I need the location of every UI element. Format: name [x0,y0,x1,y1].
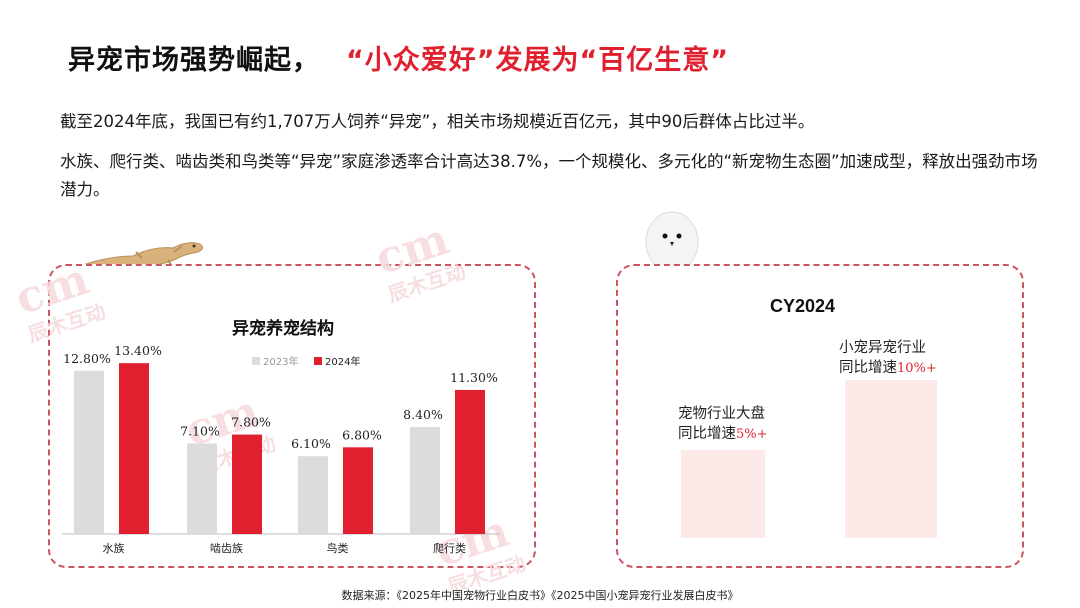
data-label-鸟类-2024年: 6.80% [342,427,382,442]
niche-pet-growth-value: 10%+ [897,361,937,376]
intro-paragraph-2: 水族、爬行类、啮齿类和鸟类等“异宠”家庭渗透率合计高达38.7%，一个规模化、多… [60,152,1038,199]
category-label-水族: 水族 [103,541,125,555]
legend-label-2023年: 2023年 [263,355,298,368]
page-title: 异宠市场强势崛起， “小众爱好”发展为“百亿生意” [68,38,729,77]
pet-industry-growth-value: 5%+ [736,427,768,442]
niche-pet-label-line2: 同比增速 [839,360,897,376]
page-title-highlight: “小众爱好”发展为“百亿生意” [346,45,729,76]
page-title-main: 异宠市场强势崛起， [68,45,320,76]
chart-title: 异宠养宠结构 [232,318,334,339]
bar-水族-2023年 [74,370,104,534]
data-label-鸟类-2023年: 6.10% [291,436,331,451]
bar-鸟类-2024年 [343,447,373,534]
bar-爬行类-2023年 [410,426,440,534]
category-label-鸟类: 鸟类 [327,541,349,555]
intro-paragraph-1: 截至2024年底，我国已有约1,707万人饲养“异宠”，相关市场规模近百亿元，其… [60,112,815,131]
data-label-爬行类-2024年: 11.30% [450,370,498,385]
data-source-footnote: 数据来源：《2025年中国宠物行业白皮书》《2025中国小宠异宠行业发展白皮书》 [341,589,739,602]
data-label-水族-2024年: 13.40% [114,343,162,358]
legend-swatch-2024年 [314,357,322,365]
data-label-爬行类-2023年: 8.40% [403,407,443,422]
data-label-水族-2023年: 12.80% [63,351,111,366]
bar-爬行类-2024年 [455,389,485,534]
bar-啮齿族-2023年 [187,443,217,534]
category-label-爬行类: 爬行类 [433,541,466,555]
niche-pet-growth-bar [845,380,937,538]
pet-industry-growth-label: 宠物行业大盘 同比增速5%+ [678,404,768,445]
niche-pet-growth-label: 小宠异宠行业 同比增速10%+ [839,338,937,379]
pet-industry-label-line1: 宠物行业大盘 [678,406,765,422]
growth-panel-title: CY2024 [770,296,836,316]
legend-label-2024年: 2024年 [325,355,360,368]
bar-鸟类-2023年 [298,456,328,534]
pet-industry-label-line2: 同比增速 [678,426,736,442]
bar-啮齿族-2024年 [232,434,262,534]
bar-水族-2024年 [119,363,149,534]
category-label-啮齿族: 啮齿族 [210,541,243,555]
niche-pet-label-line1: 小宠异宠行业 [839,340,926,356]
data-label-啮齿族-2023年: 7.10% [180,423,220,438]
legend-swatch-2023年 [252,357,260,365]
data-label-啮齿族-2024年: 7.80% [231,415,271,430]
pet-industry-growth-bar [681,450,765,538]
